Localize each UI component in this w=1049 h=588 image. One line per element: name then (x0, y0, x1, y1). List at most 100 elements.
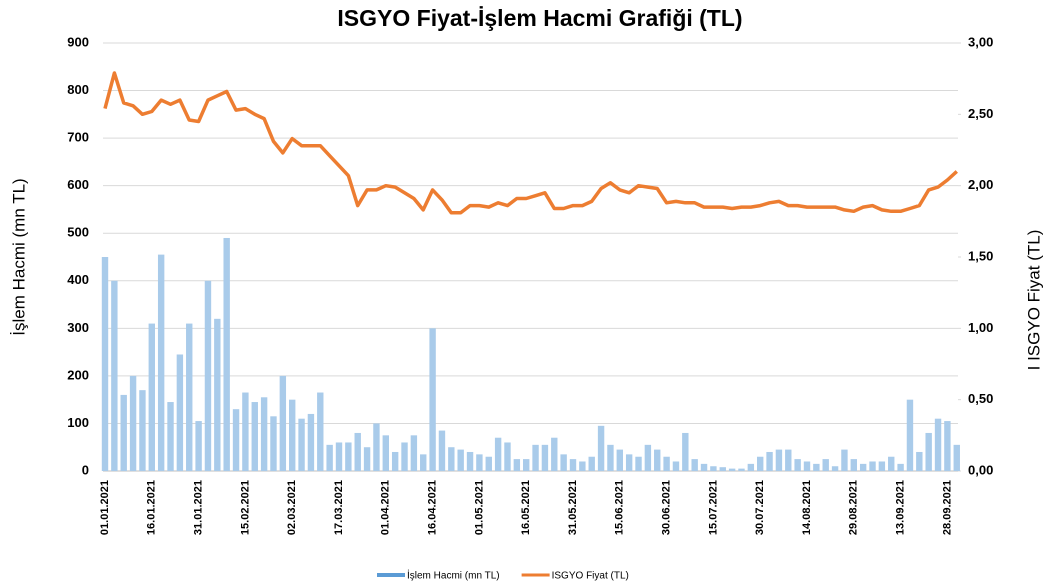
x-tick-label: 30.06.2021 (661, 480, 673, 535)
y-tick-label: 400 (67, 272, 89, 287)
bar (738, 468, 745, 471)
bar (111, 280, 118, 471)
y-tick-label: 500 (67, 225, 89, 240)
bar (569, 459, 577, 471)
bar (607, 444, 614, 471)
bar (420, 454, 427, 471)
x-tick-label: 02.03.2021 (286, 480, 298, 535)
bar (869, 461, 876, 471)
bar (345, 442, 352, 471)
bar (635, 456, 642, 471)
bar (719, 467, 726, 471)
bar (888, 456, 895, 471)
bar (129, 375, 137, 471)
y2-tick-label: 3,00 (968, 34, 993, 49)
x-tick-label: 16.05.2021 (520, 480, 532, 535)
y2-tick-label: 2,00 (968, 177, 993, 192)
bar (485, 456, 492, 471)
x-tick-label: 01.04.2021 (380, 480, 392, 535)
bar (223, 237, 230, 471)
y2-tick-label: 1,00 (968, 320, 993, 335)
bar (906, 399, 914, 471)
bar (401, 442, 408, 471)
bar (663, 456, 670, 471)
y2-tick-label: 0,00 (968, 462, 993, 477)
bar (616, 449, 623, 471)
bar (354, 432, 361, 471)
x-tick-label: 01.01.2021 (99, 480, 111, 535)
bar (270, 416, 277, 471)
bar (167, 402, 174, 471)
bar (476, 454, 483, 471)
y2-tick-label: 0,50 (968, 391, 993, 406)
bar (504, 442, 511, 471)
bar (682, 432, 689, 471)
bar (410, 435, 418, 471)
bar (195, 421, 202, 471)
x-tick-label: 15.02.2021 (239, 480, 251, 535)
bar (307, 413, 315, 471)
bar (120, 394, 127, 471)
bar (494, 437, 502, 471)
bar (457, 449, 464, 471)
bar (579, 461, 586, 471)
bar (429, 328, 436, 471)
x-tick-label: 15.06.2021 (614, 480, 626, 535)
bar (625, 454, 633, 471)
bar (747, 463, 755, 471)
bar (532, 444, 539, 471)
bar (326, 444, 333, 471)
bar (382, 435, 389, 471)
bar (391, 451, 399, 471)
bar (597, 425, 605, 471)
bar (298, 418, 305, 471)
bar (466, 451, 474, 471)
x-tick-label: 17.03.2021 (333, 480, 345, 535)
bar (148, 323, 155, 471)
y2-tick-label: 2,50 (968, 106, 993, 121)
x-tick-label: 31.01.2021 (193, 480, 205, 535)
bar (822, 459, 829, 471)
bar (934, 418, 942, 471)
bar (317, 392, 324, 471)
bar (279, 375, 287, 471)
x-tick-label: 16.01.2021 (146, 480, 158, 535)
bar (859, 463, 867, 471)
bar (775, 449, 783, 471)
bar (186, 323, 193, 471)
bar (925, 432, 932, 471)
bar (232, 409, 240, 471)
bar (850, 459, 857, 471)
y-tick-label: 700 (67, 130, 89, 145)
x-tick-label: 01.05.2021 (473, 480, 485, 535)
bar (139, 390, 146, 471)
bar (944, 421, 951, 471)
y-tick-label: 800 (67, 82, 89, 97)
bar (438, 430, 446, 471)
bar (766, 451, 773, 471)
y-tick-label: 300 (67, 320, 89, 335)
line (103, 71, 958, 215)
bar (363, 447, 371, 471)
bar (260, 397, 268, 471)
legend-swatch (377, 573, 405, 577)
bar (513, 459, 521, 471)
bar (242, 392, 249, 471)
bar (448, 447, 455, 471)
bar (335, 442, 343, 471)
bar (551, 437, 558, 471)
bar (691, 459, 698, 471)
x-tick-label: 28.09.2021 (941, 480, 953, 535)
bar (289, 399, 296, 471)
bar (700, 463, 708, 471)
legend-label: ISGYO Fiyat (TL) (552, 571, 629, 582)
bar (523, 459, 530, 471)
x-tick-label: 14.08.2021 (801, 480, 813, 535)
bar (101, 257, 109, 471)
bar (644, 444, 652, 471)
bar (831, 466, 839, 471)
bar (897, 463, 904, 471)
x-tick-label: 13.09.2021 (895, 480, 907, 535)
bar (541, 444, 549, 471)
